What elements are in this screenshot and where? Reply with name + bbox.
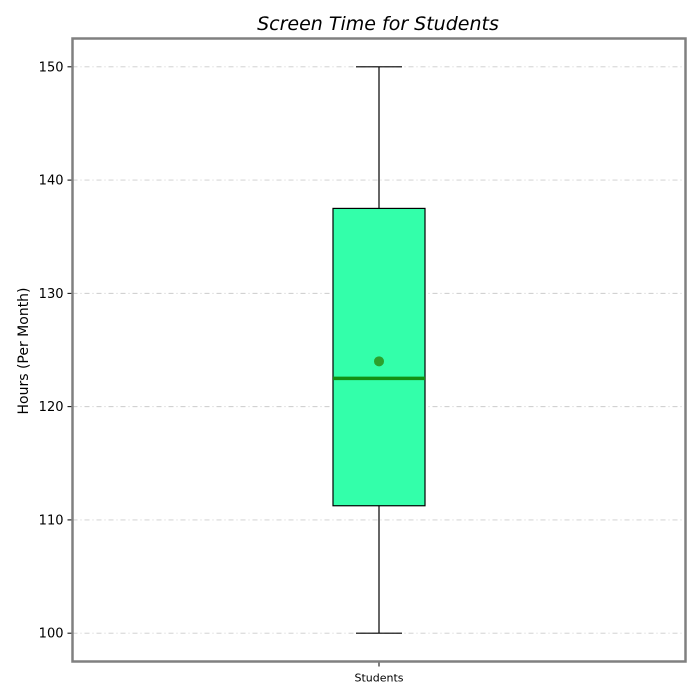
plot-frame — [71, 37, 687, 663]
plot-area — [332, 66, 426, 634]
y-tick-label: 120 — [39, 400, 64, 415]
x-tick-label: Students — [354, 672, 403, 685]
axis-ticks: 100 110 120 130 140 150 Students — [39, 60, 404, 684]
y-tick-label: 130 — [39, 287, 64, 302]
y-tick-label: 110 — [39, 513, 64, 528]
y-tick-label: 150 — [39, 60, 64, 75]
y-tick-label: 140 — [39, 174, 64, 189]
y-tick-label: 100 — [39, 627, 64, 642]
mean-marker — [374, 356, 384, 367]
chart-title: Screen Time for Students — [257, 13, 499, 35]
y-axis-label: Hours (Per Month) — [16, 287, 32, 414]
